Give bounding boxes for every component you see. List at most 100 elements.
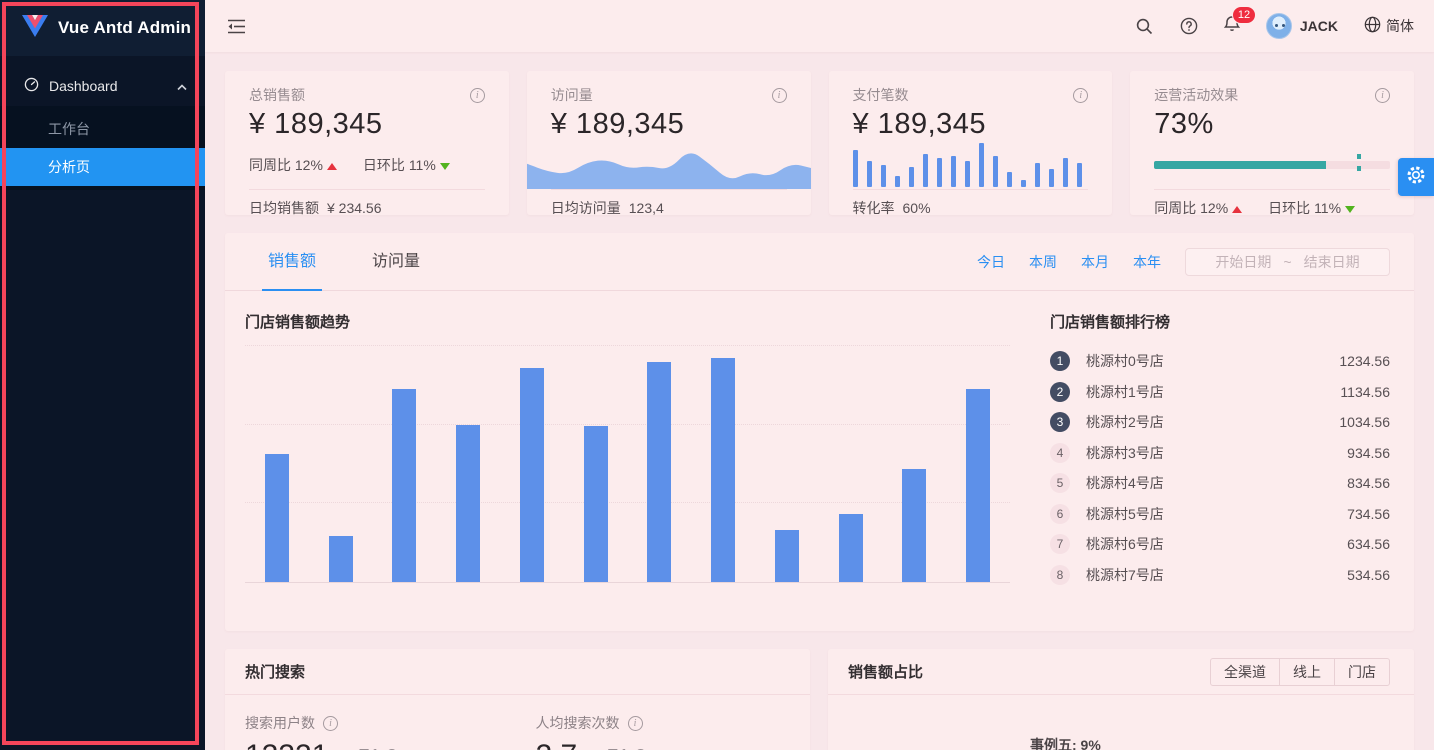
ranking-title: 门店销售额排行榜 [1050,314,1171,331]
bar [838,514,863,582]
avatar [1265,13,1292,39]
logo-row[interactable]: Vue Antd Admin [0,0,205,56]
down-triangle-icon [1345,206,1356,213]
segment-online[interactable]: 线上 [1280,658,1335,685]
trend-week: 同周比 12% [249,155,337,175]
settings-button[interactable] [1398,158,1434,196]
store-name: 桃源村2号店 [1086,414,1164,431]
user-menu[interactable]: JACK [1265,13,1338,39]
date-range-picker[interactable]: 开始日期 ~ 结束日期 [1185,247,1390,276]
bar [966,389,991,582]
hot-search-card: 热门搜索 搜索用户数 i 12321 71.2 人均搜索次数 i [225,649,810,750]
dashboard-icon [24,77,39,95]
stat-card-activity: 运营活动效果 i 73% 同周比 12% 日环比 11% [1130,71,1414,216]
store-value: 534.56 [1347,566,1390,583]
bar [774,530,799,582]
up-triangle-icon [326,163,337,170]
filter-month[interactable]: 本月 [1081,253,1109,270]
payments-bar-chart [852,141,1089,187]
chevron-up-icon [177,78,187,94]
progress-target-marker [1357,154,1362,171]
tab-sales[interactable]: 销售额 [261,233,323,291]
bar [392,389,417,582]
header-actions: 12 JACK 简体 [1136,5,1414,39]
store-value: 1034.56 [1339,414,1390,431]
visits-area-chart [526,153,811,189]
sidebar-item-dashboard[interactable]: Dashboard [0,66,205,106]
store-value: 734.56 [1347,505,1390,522]
vue-logo-icon [22,14,48,43]
language-selector[interactable]: 简体 [1364,16,1414,36]
info-icon[interactable]: i [1073,87,1089,103]
tab-visits[interactable]: 访问量 [372,252,421,270]
gear-icon [1406,165,1426,190]
channel-segmented-control: 全渠道 线上 门店 [1210,657,1390,686]
app-title: Vue Antd Admin [58,18,192,37]
top-header: 12 JACK 简体 [205,0,1434,52]
card-title: 运营活动效果 [1154,87,1239,103]
store-name: 桃源村7号店 [1086,566,1164,583]
stat-trend: 71.2 [607,746,660,750]
card-title: 销售额占比 [848,664,924,681]
store-name: 桃源村6号店 [1086,536,1164,553]
stat-card-payments: 支付笔数 i ¥ 189,345 转化率 60% [828,71,1113,216]
date-start-placeholder: 开始日期 [1215,253,1272,270]
filter-year[interactable]: 本年 [1133,253,1161,270]
store-value: 1134.56 [1340,383,1390,400]
help-icon[interactable] [1180,17,1198,35]
globe-icon [1364,16,1381,36]
ranking-row: 6 桃源村5号店 734.56 [1050,499,1390,530]
search-users-stat: 搜索用户数 i 12321 71.2 [245,713,518,750]
search-per-user-stat: 人均搜索次数 i 2.7 71.2 [518,713,791,750]
dashboard-submenu: 工作台 分析页 [0,106,205,190]
rank-badge: 2 [1050,381,1070,402]
store-name: 桃源村0号店 [1086,353,1164,370]
sidebar-item-analysis[interactable]: 分析页 [0,148,205,186]
info-icon[interactable]: i [627,715,643,731]
search-icon[interactable] [1136,17,1154,35]
info-icon[interactable]: i [469,87,485,103]
card-title: 热门搜索 [245,664,306,681]
rank-badge: 7 [1050,534,1070,555]
ranking-row: 4 桃源村3号店 934.56 [1050,438,1390,469]
trend-week: 同周比 12% [1154,198,1243,218]
info-icon[interactable]: i [323,715,338,731]
card-footer: 日均销售额 ¥ 234.56 [249,189,485,226]
sidebar-item-label: Dashboard [49,78,118,94]
card-value: 73% [1154,108,1214,140]
sales-panel: 销售额 访问量 今日 本周 本月 本年 开始日期 ~ 结束日期 门店销售额趋势 [225,233,1414,631]
menu-fold-icon[interactable] [227,17,245,35]
store-value: 1234.56 [1339,353,1390,370]
card-value: ¥ 189,345 [249,108,383,140]
ranking-row: 1 桃源村0号店 1234.56 [1050,346,1390,377]
store-value: 934.56 [1347,444,1390,461]
filter-week[interactable]: 本周 [1029,253,1057,270]
stat-trend: 71.2 [358,746,411,750]
activity-progress-bar [1154,154,1390,171]
sidebar-item-workbench[interactable]: 工作台 [48,121,90,137]
ranking-row: 7 桃源村6号店 634.56 [1050,529,1390,560]
store-name: 桃源村3号店 [1086,444,1164,461]
ranking-row: 8 桃源村7号店 534.56 [1050,560,1390,591]
filter-today[interactable]: 今日 [977,253,1005,270]
segment-all-channels[interactable]: 全渠道 [1211,658,1280,685]
segment-stores[interactable]: 门店 [1335,659,1389,685]
store-value: 834.56 [1347,475,1390,492]
bar [519,368,544,582]
bar [264,454,289,582]
store-name: 桃源村4号店 [1086,475,1164,492]
rank-badge: 5 [1050,473,1070,494]
sales-bar-chart [245,345,1010,582]
stat-card-visits: 访问量 i ¥ 189,345 日均访问量 123,4 [526,71,811,216]
main-content: 总销售额 i ¥ 189,345 同周比 12% 日环比 11% 日均销售额 ¥ … [205,52,1434,750]
stat-value: 2.7 [536,739,578,750]
store-name: 桃源村5号店 [1086,505,1164,522]
notifications-bell[interactable]: 12 [1223,5,1257,38]
sidebar: Vue Antd Admin Dashboard 工作台 分析页 [0,0,205,750]
bar [647,362,672,582]
info-icon[interactable]: i [1375,87,1390,103]
card-footer: 同周比 12% 日环比 11% [1154,189,1390,226]
card-value: ¥ 189,345 [550,108,685,140]
info-icon[interactable]: i [771,87,787,103]
date-end-placeholder: 结束日期 [1303,253,1360,270]
